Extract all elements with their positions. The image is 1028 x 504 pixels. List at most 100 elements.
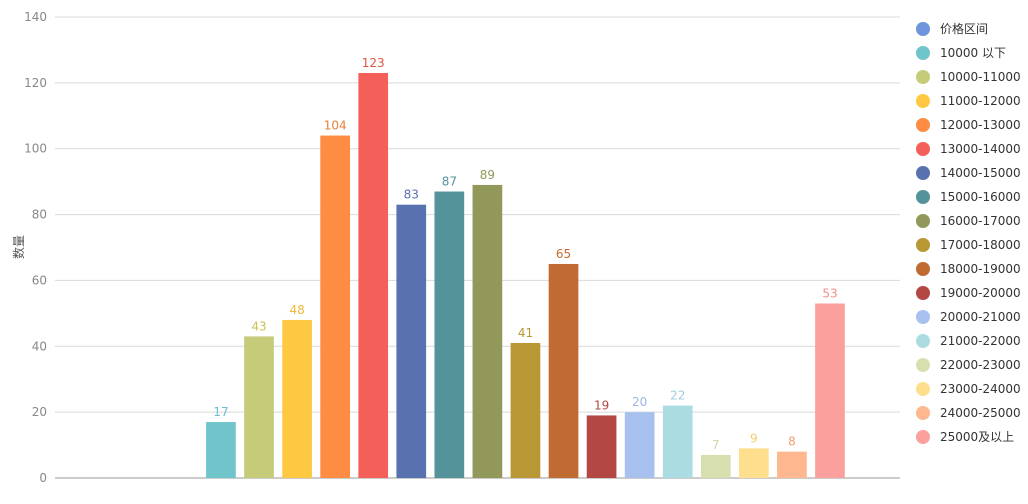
data-label: 41 (518, 326, 533, 340)
data-label: 89 (480, 168, 495, 182)
legend-item[interactable]: 价格区间 (916, 21, 988, 36)
data-label: 43 (251, 319, 266, 333)
legend-item[interactable]: 18000-19000 (916, 262, 1021, 276)
bar (624, 412, 655, 478)
data-label: 8 (788, 435, 796, 449)
bar (586, 415, 617, 478)
legend-swatch (916, 286, 930, 300)
bar (396, 204, 427, 478)
bar (358, 72, 389, 478)
legend-swatch (916, 334, 930, 348)
data-label: 17 (213, 405, 228, 419)
legend-swatch (916, 118, 930, 132)
bar (472, 184, 503, 478)
legend-label: 12000-13000 (940, 118, 1021, 132)
y-tick-label: 120 (24, 76, 47, 90)
legend-item[interactable]: 11000-12000 (916, 94, 1021, 108)
data-label: 87 (442, 175, 457, 189)
legend-item[interactable]: 21000-22000 (916, 334, 1021, 348)
bar (282, 319, 312, 478)
legend-item[interactable]: 13000-14000 (916, 142, 1021, 156)
data-label: 48 (289, 303, 304, 317)
bars (206, 72, 845, 479)
legend-item[interactable]: 10000 以下 (916, 46, 1006, 60)
y-tick-label: 100 (24, 142, 47, 156)
bar (548, 263, 579, 478)
legend-swatch (916, 430, 930, 444)
legend-label: 23000-24000 (940, 382, 1021, 396)
legend-swatch (916, 70, 930, 84)
legend-swatch (916, 190, 930, 204)
legend-label: 15000-16000 (940, 190, 1021, 204)
legend-label: 价格区间 (940, 21, 988, 36)
legend-label: 14000-15000 (940, 166, 1021, 180)
bar (510, 342, 541, 478)
legend-label: 25000及以上 (940, 430, 1014, 444)
bar (700, 454, 731, 478)
y-tick-label: 80 (32, 208, 47, 222)
legend-item[interactable]: 10000-11000 (916, 70, 1021, 84)
legend-swatch (916, 238, 930, 252)
y-tick-label: 20 (32, 405, 47, 419)
data-label: 65 (556, 247, 571, 261)
legend-label: 11000-12000 (940, 94, 1021, 108)
legend-label: 13000-14000 (940, 142, 1021, 156)
legend: 价格区间 10000 以下 10000-11000 11000-12000 12000-… (916, 21, 1021, 444)
bar (777, 451, 807, 478)
legend-swatch (916, 382, 930, 396)
legend-label: 18000-19000 (940, 262, 1021, 276)
data-label: 7 (712, 438, 720, 452)
legend-label: 16000-17000 (940, 214, 1021, 228)
legend-item[interactable]: 24000-25000 (916, 406, 1021, 420)
data-label: 83 (404, 188, 419, 202)
legend-swatch (916, 46, 930, 60)
data-label: 20 (632, 395, 647, 409)
bar (738, 448, 769, 478)
data-label: 19 (594, 398, 609, 412)
legend-label: 22000-23000 (940, 358, 1021, 372)
legend-item[interactable]: 23000-24000 (916, 382, 1021, 396)
legend-swatch (916, 310, 930, 324)
legend-item[interactable]: 14000-15000 (916, 166, 1021, 180)
legend-label: 10000 以下 (940, 46, 1006, 60)
y-axis-ticks: 0 20 40 60 80 100 120 140 (24, 10, 47, 485)
legend-label: 21000-22000 (940, 334, 1021, 348)
data-label: 9 (750, 431, 758, 445)
legend-swatch (916, 262, 930, 276)
data-label: 104 (324, 119, 347, 133)
legend-item[interactable]: 16000-17000 (916, 214, 1021, 228)
bar (244, 336, 274, 478)
legend-label: 17000-18000 (940, 238, 1021, 252)
legend-item[interactable]: 22000-23000 (916, 358, 1021, 372)
legend-item[interactable]: 20000-21000 (916, 310, 1021, 324)
legend-swatch (916, 22, 930, 36)
data-label: 123 (362, 56, 385, 70)
legend-item[interactable]: 15000-16000 (916, 190, 1021, 204)
data-label: 53 (822, 286, 837, 300)
legend-swatch (916, 166, 930, 180)
legend-swatch (916, 142, 930, 156)
bar (206, 422, 236, 478)
bar (815, 303, 845, 478)
data-label: 22 (670, 389, 685, 403)
legend-label: 24000-25000 (940, 406, 1021, 420)
legend-swatch (916, 358, 930, 372)
bar (662, 405, 693, 478)
y-axis-label: 数量 (11, 235, 26, 259)
legend-item[interactable]: 12000-13000 (916, 118, 1021, 132)
legend-label: 19000-20000 (940, 286, 1021, 300)
y-tick-label: 60 (32, 273, 47, 287)
legend-item[interactable]: 19000-20000 (916, 286, 1021, 300)
legend-item[interactable]: 17000-18000 (916, 238, 1021, 252)
y-tick-label: 40 (32, 339, 47, 353)
bar (320, 135, 350, 479)
legend-item[interactable]: 25000及以上 (916, 430, 1014, 444)
y-tick-label: 0 (39, 471, 47, 485)
data-labels: 17 43 48 104 123 83 87 89 41 65 19 20 22 7 9 8 53 (213, 56, 837, 452)
legend-label: 20000-21000 (940, 310, 1021, 324)
bar (434, 191, 465, 478)
legend-label: 10000-11000 (940, 70, 1021, 84)
y-tick-label: 140 (24, 10, 47, 24)
